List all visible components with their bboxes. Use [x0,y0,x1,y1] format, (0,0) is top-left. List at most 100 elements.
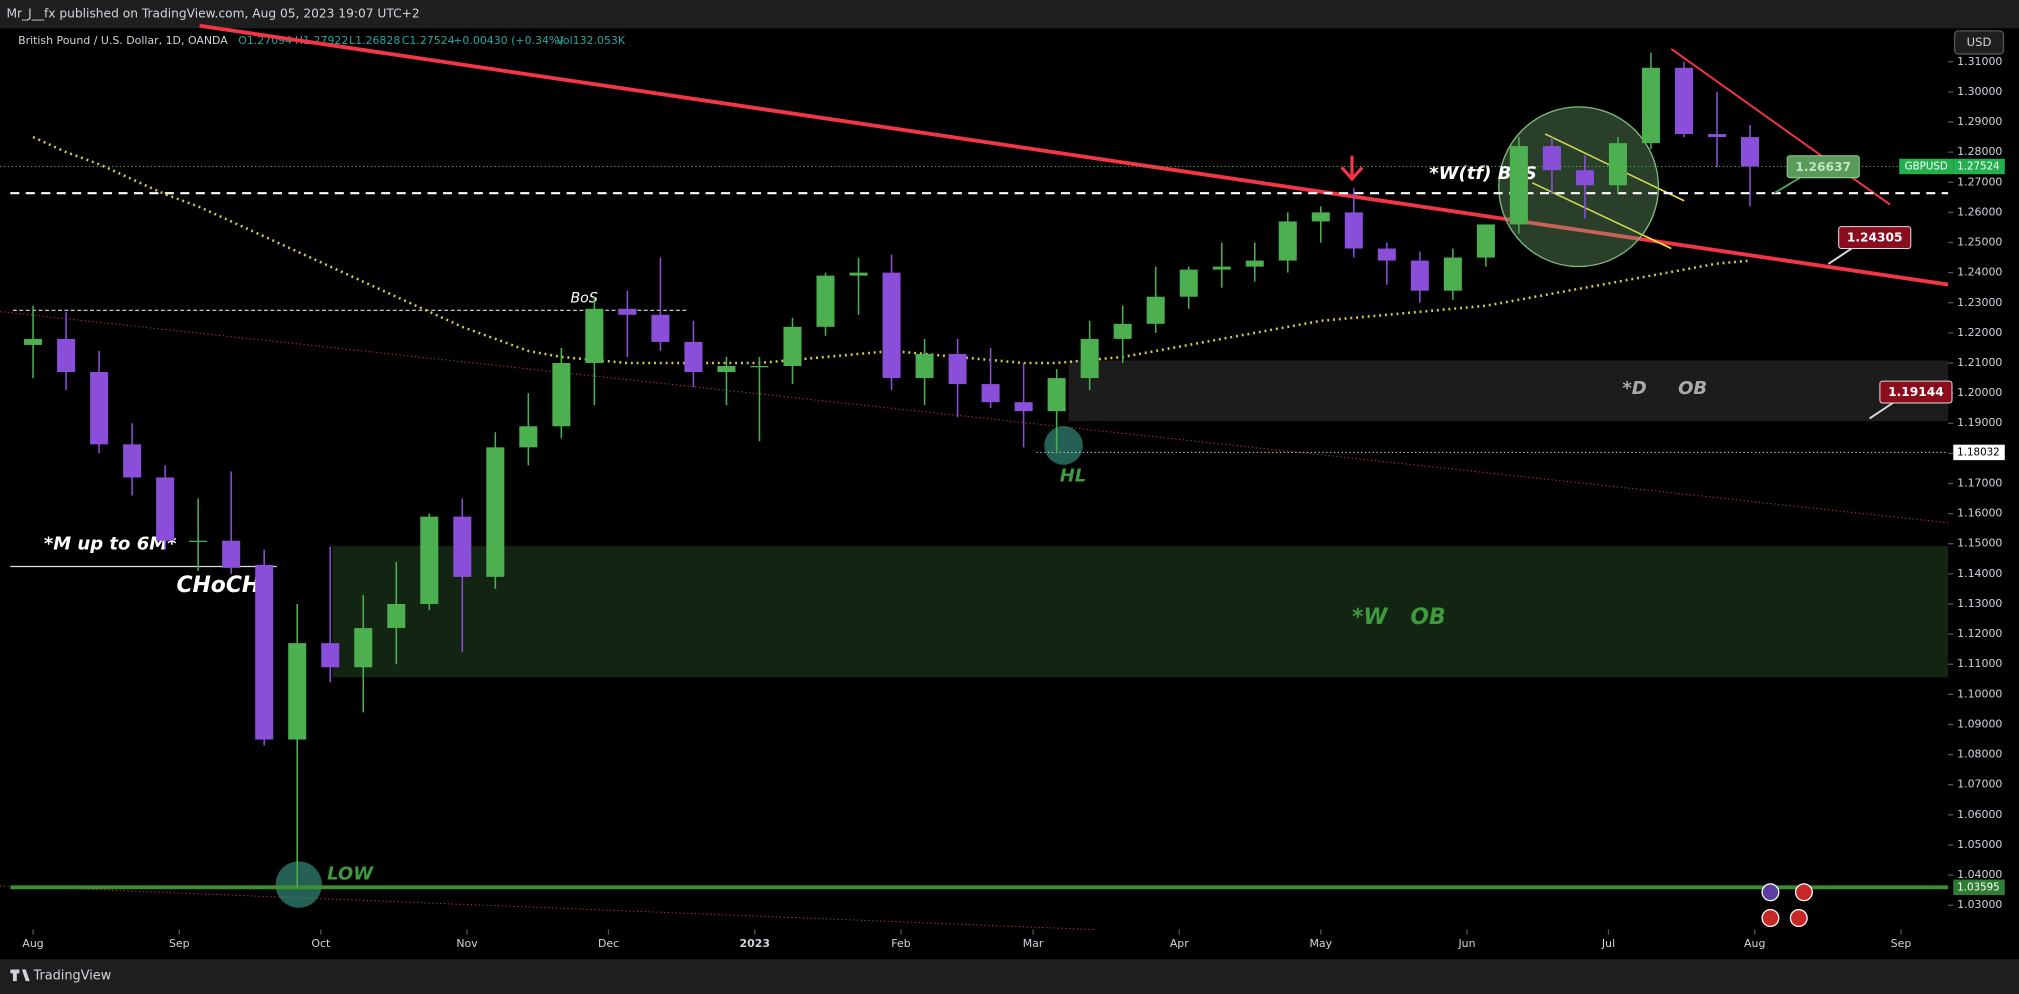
candle-body [123,444,142,478]
candle-body [1509,146,1528,225]
candle-body [585,308,604,363]
candle-body [486,447,505,577]
x-tick-label: 2023 [740,937,770,950]
candle-body [783,326,802,367]
trendline [1670,48,1891,206]
choch-label: CHoCH [176,573,260,598]
currency-button[interactable] [1953,30,2005,55]
price-label: 1.18032 [1957,446,2000,458]
candle-body [1410,260,1429,291]
candle-body [882,272,901,379]
price-label: 1.27524 [1957,160,2000,172]
candle-body [1047,378,1066,412]
symbol-box [1899,158,1954,175]
candle-body [915,353,934,379]
y-tick-label: 1.23000 [1957,296,2002,309]
y-tick-label: 1.09000 [1957,717,2002,730]
x-tick-label: Feb [891,937,910,950]
candle-body [1344,212,1363,249]
y-tick-label: 1.26000 [1957,205,2002,218]
footer: TradingView [10,968,111,983]
candle-body [1608,143,1627,186]
candle-body [1311,212,1330,222]
y-tick-label: 1.20000 [1957,386,2002,399]
x-tick-label: Dec [598,937,619,950]
highlight-circle [1044,426,1083,465]
y-tick-label: 1.28000 [1957,145,2002,158]
highlight-circle [275,861,322,908]
candle-body [156,477,175,541]
candle-body [750,366,769,368]
daily-ob-zone [1068,360,1949,422]
logo [10,969,30,982]
candle-body [1377,248,1396,261]
x-tick-label: Mar [1023,937,1044,950]
candle-body [24,338,43,345]
candle-body [981,384,1000,403]
x-tick-label: Aug [1744,937,1765,950]
legend-low: L1.26828 [349,34,400,47]
y-tick-label: 1.03000 [1957,898,2002,911]
callout-pointer [1827,247,1853,265]
y-tick-label: 1.16000 [1957,507,2002,520]
y-tick-label: 1.31000 [1957,55,2002,68]
candle-body [717,366,736,373]
y-tick-label: 1.30000 [1957,85,2002,98]
y-tick-label: 1.27000 [1957,175,2002,188]
x-tick-label: Jun [1457,937,1475,950]
x-tick-label: Nov [456,937,478,950]
marks: 1.03000 1.04000 1.05000 1.06000 1.07000 1.080… [0,52,2005,950]
drawings: BoS *W(tf) BoS *M up to 6M* CHoCH *D OB … [0,23,1949,931]
event-icon [1794,883,1813,902]
x-tick-label: Oct [311,937,331,950]
callout-label: 1.24305 [1847,231,1903,245]
candle-body [90,372,109,445]
candle-body [387,603,406,629]
hl-label: HL [1060,465,1087,486]
candle-body [453,516,472,577]
candle-body [1641,67,1660,144]
publisher: Mr_J__fx published on TradingView.com, A… [6,7,419,21]
candle-body [189,540,208,543]
event-icon [1761,883,1780,902]
y-tick-label: 1.10000 [1957,687,2002,700]
candle-body [288,643,307,740]
y-tick-label: 1.06000 [1957,808,2002,821]
candle-body [618,308,637,315]
candle-body [222,540,241,568]
legend-volume: Vol132.053K [556,34,626,47]
currency[interactable]: USD [1967,35,1992,49]
y-tick-label: 1.04000 [1957,868,2002,881]
price-axis [1948,28,2019,960]
candle-body [1707,134,1727,138]
candle-body [552,362,571,427]
monthly-label: *M up to 6M* [44,534,177,555]
candle-body [1179,269,1198,297]
candle-body [321,643,340,668]
callout-label: 1.26637 [1795,160,1851,174]
y-tick-label: 1.12000 [1957,627,2002,640]
candle-body [1741,137,1760,167]
candle-body [1146,296,1165,324]
bos-label: BoS [570,291,597,307]
x-tick-label: Aug [22,937,43,950]
candle-body [420,516,439,604]
candle-body [255,564,274,740]
candle-body [948,353,967,385]
candle-body [57,338,76,373]
y-tick-label: 1.22000 [1957,326,2002,339]
y-tick-label: 1.17000 [1957,476,2002,489]
callout-label: 1.19144 [1888,385,1944,399]
y-tick-label: 1.24000 [1957,266,2002,279]
candle-body [1476,224,1495,258]
event-icon [1789,909,1808,928]
weekly-ob-label: *W OB [1352,605,1446,630]
candle-body [1245,260,1264,267]
candle-body [849,272,868,276]
y-tick-label: 1.13000 [1957,597,2002,610]
legend-symbol: British Pound / U.S. Dollar, 1D, OANDA [18,34,228,47]
candle-body [1575,170,1594,186]
trendline [0,885,1095,931]
